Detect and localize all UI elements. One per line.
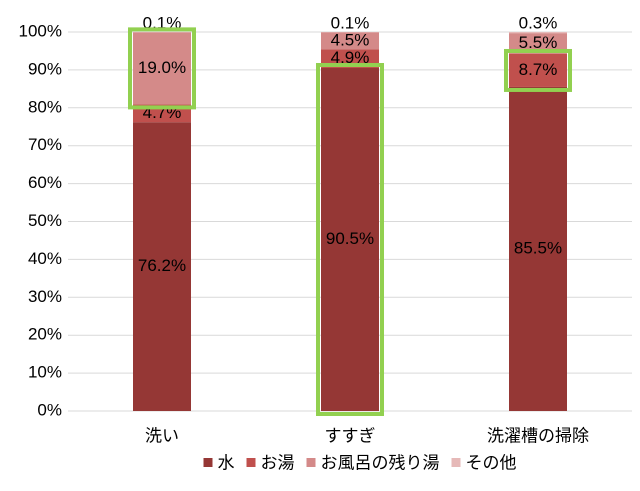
bar-segment xyxy=(509,86,567,411)
legend-label: その他 xyxy=(466,453,517,472)
bar-segment xyxy=(509,33,567,54)
value-label: 8.7% xyxy=(519,60,558,79)
y-tick-label: 70% xyxy=(28,135,62,154)
x-tick-label: すすぎ xyxy=(325,426,376,445)
value-label: 90.5% xyxy=(326,229,374,248)
highlight-box xyxy=(128,27,196,110)
value-label: 0.1% xyxy=(331,13,370,32)
x-tick-label: 洗濯槽の掃除 xyxy=(487,426,589,445)
bar-segment xyxy=(133,122,191,412)
legend-swatch xyxy=(246,458,256,467)
y-tick-label: 20% xyxy=(28,325,62,344)
bar-segment xyxy=(133,32,191,105)
y-tick-label: 10% xyxy=(28,363,62,382)
value-label: 76.2% xyxy=(138,256,186,275)
y-tick-label: 100% xyxy=(19,21,62,40)
legend-swatch xyxy=(203,458,213,467)
value-label: 5.5% xyxy=(519,33,558,52)
value-label: 19.0% xyxy=(138,58,186,77)
y-tick-label: 30% xyxy=(28,287,62,306)
y-tick-label: 0% xyxy=(37,400,62,419)
legend-swatch xyxy=(306,458,316,467)
value-label: 4.5% xyxy=(331,30,370,49)
legend-label: お湯 xyxy=(261,453,295,472)
value-label: 0.3% xyxy=(519,13,558,32)
bar-segment xyxy=(321,68,379,411)
y-tick-label: 60% xyxy=(28,173,62,192)
x-tick-label: 洗い xyxy=(145,426,179,445)
highlight-box xyxy=(316,63,384,416)
bar-segment xyxy=(509,32,567,34)
bar-segment xyxy=(321,32,379,50)
highlight-box xyxy=(504,48,572,92)
y-tick-label: 50% xyxy=(28,211,62,230)
legend-swatch xyxy=(451,458,461,467)
value-label: 4.9% xyxy=(331,48,370,67)
y-tick-label: 90% xyxy=(28,59,62,78)
y-tick-label: 40% xyxy=(28,249,62,268)
legend-label: お風呂の残り湯 xyxy=(321,453,440,472)
value-label: 85.5% xyxy=(514,238,562,257)
legend-label: 水 xyxy=(218,453,235,472)
y-tick-label: 80% xyxy=(28,97,62,116)
bar-segment xyxy=(509,53,567,87)
